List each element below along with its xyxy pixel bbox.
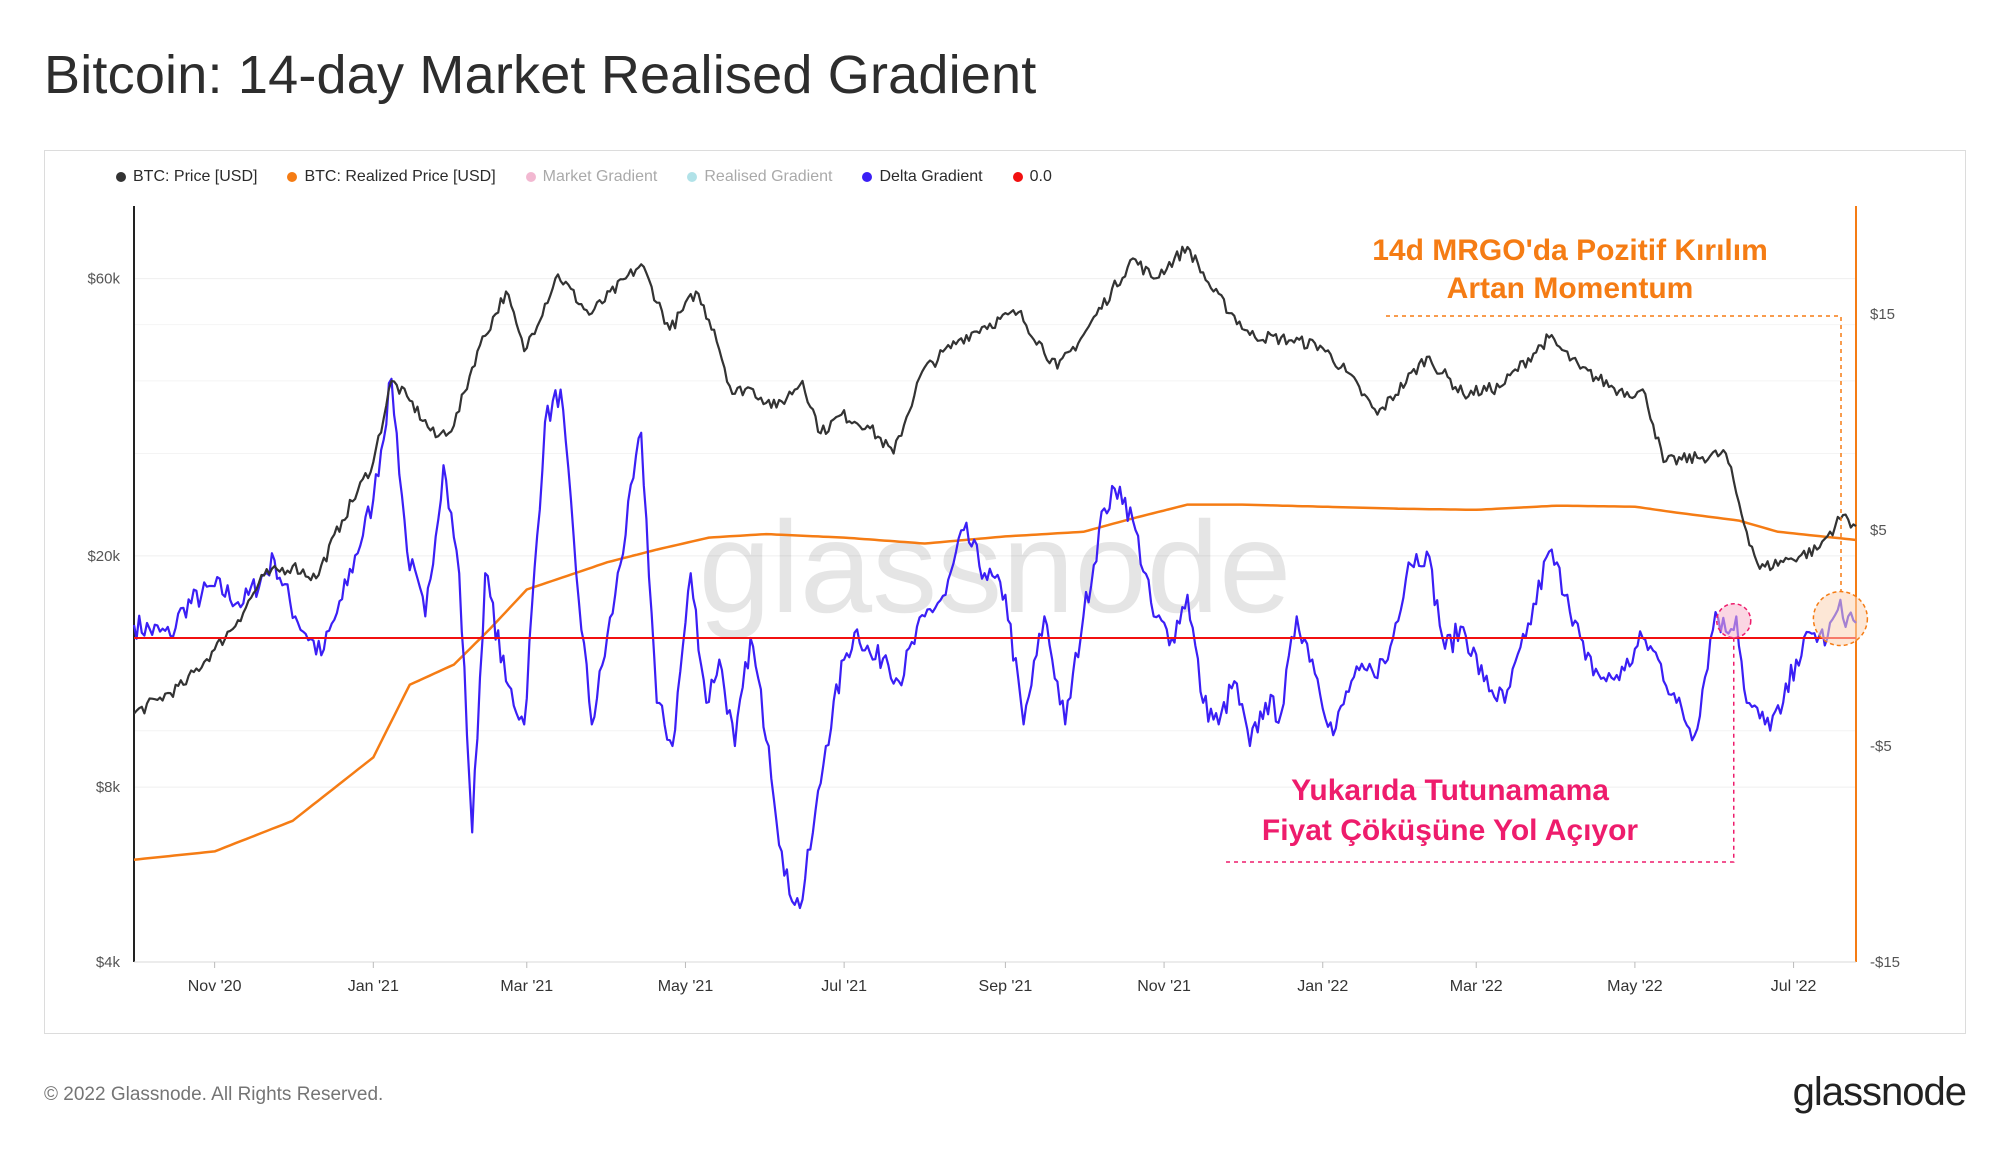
legend-label: Market Gradient [542, 168, 658, 185]
y-right-tick-label: $15 [1870, 306, 1895, 323]
legend-label: BTC: Realized Price [USD] [304, 168, 496, 185]
y-right-tick-label: $5 [1870, 522, 1887, 539]
y-right-tick-label: -$15 [1870, 954, 1900, 971]
x-tick-label: Jul '21 [821, 978, 867, 995]
x-tick-label: Nov '21 [1137, 978, 1191, 995]
x-tick-label: Mar '21 [500, 978, 553, 995]
annotation-breakout-line2: Artan Momentum [1447, 272, 1694, 305]
annotation-failure-line2: Fiyat Çöküşüne Yol Açıyor [1262, 814, 1639, 847]
legend-dot-icon [687, 172, 698, 182]
page-title: Bitcoin: 14-day Market Realised Gradient [44, 45, 1037, 105]
x-tick-label: Jan '21 [348, 978, 399, 995]
annotation-failure-line1: Yukarıda Tutunamama [1291, 774, 1609, 807]
legend-dot-icon [287, 172, 298, 182]
annotation-breakout-line1: 14d MRGO'da Pozitif Kırılım [1372, 234, 1768, 267]
chart-watermark: glassnode [699, 494, 1292, 640]
failure-connector [1222, 637, 1735, 863]
legend-dot-icon [1012, 172, 1023, 182]
copyright-text: © 2022 Glassnode. All Rights Reserved. [44, 1084, 384, 1105]
legend-item-realized-price[interactable]: BTC: Realized Price [USD] [287, 168, 496, 186]
legend-dot-icon [862, 172, 873, 182]
glassnode-logo: glassnode [1792, 1070, 1967, 1114]
legend-item-realised-gradient[interactable]: Realised Gradient [687, 168, 832, 186]
y-left-tick-label: $20k [87, 548, 120, 565]
legend-label: Realised Gradient [704, 168, 833, 185]
y-right-tick-label: -$5 [1870, 738, 1892, 755]
x-tick-label: May '21 [658, 978, 714, 995]
y-left-tick-label: $60k [87, 271, 120, 288]
failure-marker-circle [1715, 602, 1752, 639]
chart-frame [44, 150, 1966, 1034]
legend-item-zero-line[interactable]: 0.0 [1012, 168, 1052, 186]
legend-label: Delta Gradient [879, 168, 983, 185]
breakout-marker-circle [1812, 590, 1869, 647]
delta-gradient-line [132, 377, 1857, 910]
btc-price-line [133, 245, 1857, 715]
legend-label: BTC: Price [USD] [133, 168, 258, 185]
legend-item-btc-price[interactable]: BTC: Price [USD] [116, 168, 257, 186]
x-tick-label: Mar '22 [1450, 978, 1503, 995]
x-tick-label: Jul '22 [1771, 978, 1817, 995]
realized-price-line [133, 503, 1857, 861]
legend-item-market-gradient[interactable]: Market Gradient [525, 168, 658, 186]
x-tick-label: Nov '20 [188, 978, 242, 995]
legend-item-delta-gradient[interactable]: Delta Gradient [862, 168, 983, 186]
x-tick-label: Jan '22 [1297, 978, 1348, 995]
legend-dot-icon [116, 172, 126, 182]
x-tick-label: May '22 [1607, 978, 1663, 995]
y-left-tick-label: $4k [96, 954, 121, 971]
x-tick-label: Sep '21 [979, 978, 1033, 995]
legend-label: 0.0 [1029, 168, 1052, 185]
chart-legend: BTC: Price [USD] BTC: Realized Price [US… [116, 168, 1052, 186]
y-left-tick-label: $8k [96, 779, 121, 796]
legend-dot-icon [525, 172, 536, 182]
